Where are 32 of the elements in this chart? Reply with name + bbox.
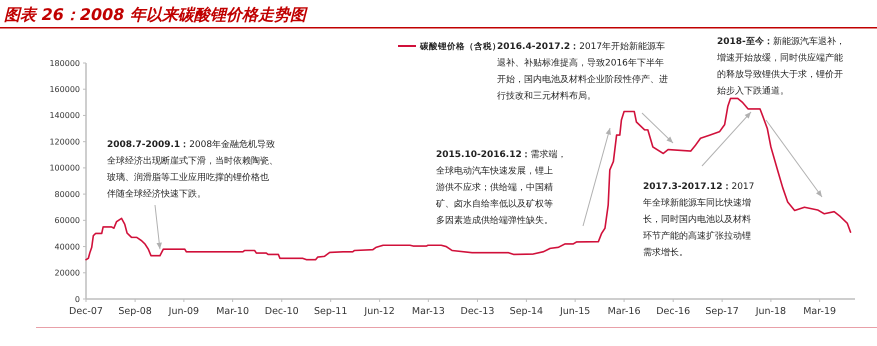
x-tick-label: Dec-16 xyxy=(656,306,690,317)
annotation: 2008.7-2009.1：2008年金融危机导致全球经济出现断崖式下滑，当时依赖陶瓷、玻璃、润滑脂等工业应用吃撑的锂价格也伴随全球经济快速下跌。 xyxy=(107,139,278,200)
x-tick-label: Jun-12 xyxy=(363,306,395,317)
x-tick-label: Dec-07 xyxy=(69,306,103,317)
x-tick-label: Dec-10 xyxy=(264,306,299,317)
y-tick-label: 140000 xyxy=(49,111,80,120)
x-tick-label: Sep-11 xyxy=(314,306,348,317)
y-tick-label: 0 xyxy=(74,294,80,304)
y-tick-label: 120000 xyxy=(49,137,80,146)
x-tick-label: Dec-13 xyxy=(460,306,494,317)
y-tick-label: 40000 xyxy=(54,242,80,252)
y-tick-label: 180000 xyxy=(49,58,80,68)
x-tick-label: Jun-15 xyxy=(558,306,590,317)
y-tick-label: 100000 xyxy=(49,164,80,173)
y-tick-label: 60000 xyxy=(54,216,80,226)
x-tick-label: Jun-18 xyxy=(754,306,786,317)
y-tick-label: 80000 xyxy=(54,190,80,199)
annotation: 2015.10-2016.12：需求端，全球电动汽车快速发展，锂上游供不应求；供给端，中国精矿、卤水自给率低以及矿权等多因素造成供给端弹性缺失。 xyxy=(435,149,567,226)
x-tick-label: Sep-08 xyxy=(118,306,152,317)
annotation: 2017.3-2017.12：2017年全球新能源车同比快速增长，同时国内电池以及材料环节产能的高速扩张拉动锂需求增长。 xyxy=(643,182,754,258)
annotation: 2016.4-2017.2：2017年开始新能源车退补、补贴标准提高，导致2016年下半年开始，国内电池及材料企业阶段性停产、进行技改和三元材料布局。 xyxy=(497,42,668,102)
x-tick-label: Mar-19 xyxy=(803,306,836,317)
x-tick-label: Sep-17 xyxy=(705,306,739,317)
y-tick-label: 160000 xyxy=(49,85,80,94)
x-tick-label: Mar-13 xyxy=(412,306,445,317)
x-tick-label: Mar-10 xyxy=(216,306,250,317)
x-tick-label: Sep-14 xyxy=(510,306,544,317)
annotation: 2018-至今：新能源汽车退补，增速开始放缓，同时供应端产能的释放导致锂供大于求，锂价开始步入下跌通道。 xyxy=(716,36,845,96)
x-tick-label: Jun-09 xyxy=(168,306,200,317)
chart-title: 图表 26：2008 年以来碳酸锂价格走势图 xyxy=(4,5,308,24)
y-tick-label: 20000 xyxy=(54,268,80,278)
x-tick-label: Mar-16 xyxy=(608,306,641,317)
